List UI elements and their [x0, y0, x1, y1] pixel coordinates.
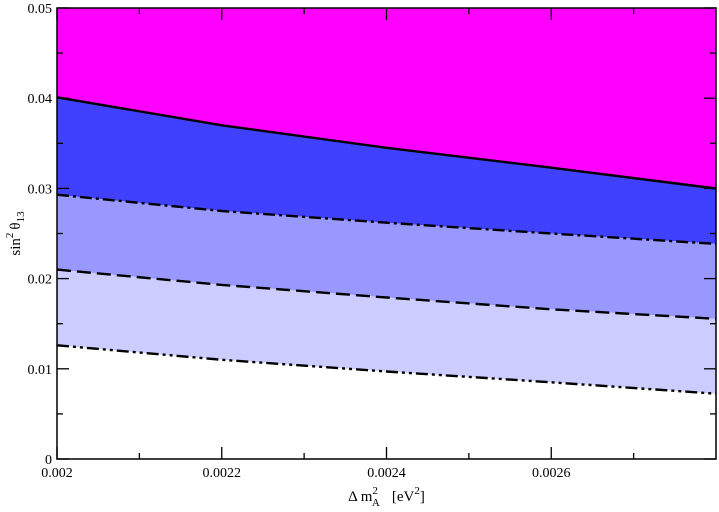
- y-tick-label: 0.04: [28, 92, 53, 107]
- x-tick-label: 0.0026: [532, 466, 571, 481]
- x-tick-label: 0.0024: [367, 466, 406, 481]
- chart-curves: [56, 96, 717, 395]
- y-axis-label: sin2θ13: [4, 211, 27, 256]
- x-tick-label: 0.0022: [203, 466, 242, 481]
- y-tick-label: 0.05: [28, 2, 53, 17]
- y-tick-label: 0.02: [28, 273, 53, 288]
- y-tick-label: 0.01: [28, 363, 53, 378]
- curve-dash-dot: [56, 193, 717, 246]
- plot-frame: [56, 7, 717, 460]
- y-tick-label: 0: [45, 453, 52, 468]
- tick-labels: 0.002 0.0022 0.0024 0.0026 0 0.01 0.02 0.03 0.04…: [28, 2, 571, 481]
- region-band-1: [57, 97, 716, 244]
- region-band-3: [57, 269, 716, 394]
- y-tick-label: 0.03: [28, 182, 53, 197]
- region-band-4: [57, 345, 716, 459]
- region-band-2: [57, 194, 716, 319]
- curve-dash-dot-dot: [56, 344, 717, 395]
- curve-dashed: [56, 268, 717, 320]
- region-above-solid: [57, 8, 716, 189]
- x-axis-label: Δ m2 A [eV2]: [348, 485, 425, 509]
- chart-bands: [57, 8, 716, 459]
- curve-solid: [56, 96, 717, 190]
- x-tick-label: 0.002: [41, 466, 73, 481]
